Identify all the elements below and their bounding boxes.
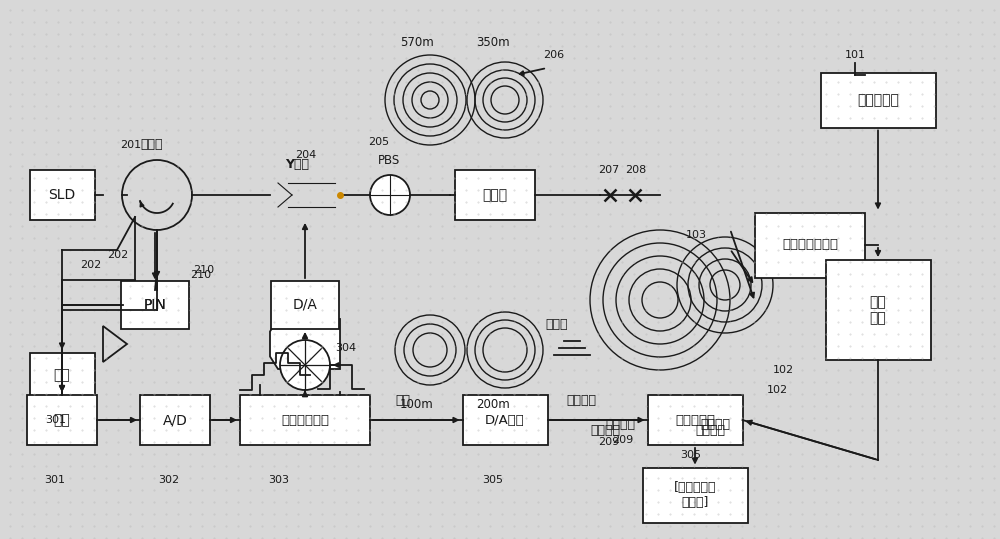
Text: 前放: 前放 [54, 368, 70, 382]
Text: 模拟输出: 模拟输出 [566, 393, 596, 406]
Text: 102: 102 [767, 385, 788, 395]
Text: 转换、放大电路: 转换、放大电路 [782, 238, 838, 252]
Bar [121, 281, 189, 329]
Text: Y波导: Y波导 [285, 158, 309, 171]
Text: 锁相放大器: 锁相放大器 [675, 413, 715, 426]
Text: D/A: D/A [293, 298, 317, 312]
Bar [648, 395, 742, 445]
Text: 103: 103 [686, 230, 707, 240]
Text: 输出: 输出 [395, 393, 410, 406]
Bar [642, 467, 748, 522]
Text: PBS: PBS [378, 154, 400, 167]
Text: PIN: PIN [144, 298, 166, 312]
Text: 202: 202 [107, 250, 128, 260]
Text: 304: 304 [335, 343, 356, 353]
Text: 反射镜: 反射镜 [545, 319, 568, 331]
Bar [455, 170, 535, 220]
Polygon shape [270, 319, 340, 369]
Text: 303: 303 [268, 475, 289, 485]
Text: 电流线圈: 电流线圈 [700, 418, 730, 432]
Text: 301: 301 [45, 415, 66, 425]
Text: 301: 301 [44, 475, 65, 485]
Text: 传感光纤: 传感光纤 [605, 418, 635, 432]
Circle shape [280, 340, 330, 390]
Text: 环形器: 环形器 [140, 139, 162, 151]
Text: 305: 305 [482, 475, 503, 485]
Text: 信号发生器: 信号发生器 [857, 93, 899, 107]
Text: A/D: A/D [163, 413, 187, 427]
Text: SLD: SLD [48, 188, 76, 202]
Text: 传感光纤: 传感光纤 [590, 424, 620, 437]
Text: D/A转换: D/A转换 [485, 413, 525, 426]
Text: 207: 207 [598, 165, 619, 175]
Text: 信号处理单元: 信号处理单元 [281, 413, 329, 426]
Text: 204: 204 [295, 150, 316, 160]
Bar [30, 353, 94, 397]
Bar [240, 395, 370, 445]
Bar [826, 260, 930, 360]
Text: 前放: 前放 [54, 413, 70, 427]
Text: 305: 305 [680, 450, 701, 460]
Text: 210: 210 [190, 270, 211, 280]
Bar [30, 170, 94, 220]
Text: 202: 202 [80, 260, 101, 270]
Bar [755, 212, 865, 278]
Text: 100m: 100m [400, 398, 434, 411]
Text: 200m: 200m [476, 398, 510, 411]
Bar [122, 282, 188, 328]
Text: 101: 101 [845, 50, 866, 60]
Text: 208: 208 [625, 165, 646, 175]
Circle shape [370, 175, 410, 215]
Text: 302: 302 [158, 475, 179, 485]
Text: 210: 210 [193, 265, 214, 275]
Bar [462, 395, 548, 445]
Text: 209: 209 [598, 437, 619, 447]
Bar [820, 73, 936, 128]
Text: [幅值、相位
差输出]: [幅值、相位 差输出] [674, 481, 716, 509]
Bar [140, 395, 210, 445]
Text: 205: 205 [368, 137, 389, 147]
Bar [27, 395, 97, 445]
Text: 电流线圈: 电流线圈 [695, 424, 725, 437]
Text: 采样
输出: 采样 输出 [870, 295, 886, 325]
Bar [271, 281, 339, 329]
Text: 350m: 350m [476, 36, 510, 49]
Text: 209: 209 [612, 435, 633, 445]
Text: 201: 201 [120, 140, 141, 150]
Text: 206: 206 [543, 50, 564, 60]
Text: 延迟线: 延迟线 [482, 188, 508, 202]
Text: PIN: PIN [144, 298, 166, 312]
Text: 570m: 570m [400, 36, 434, 49]
Text: 102: 102 [773, 365, 794, 375]
